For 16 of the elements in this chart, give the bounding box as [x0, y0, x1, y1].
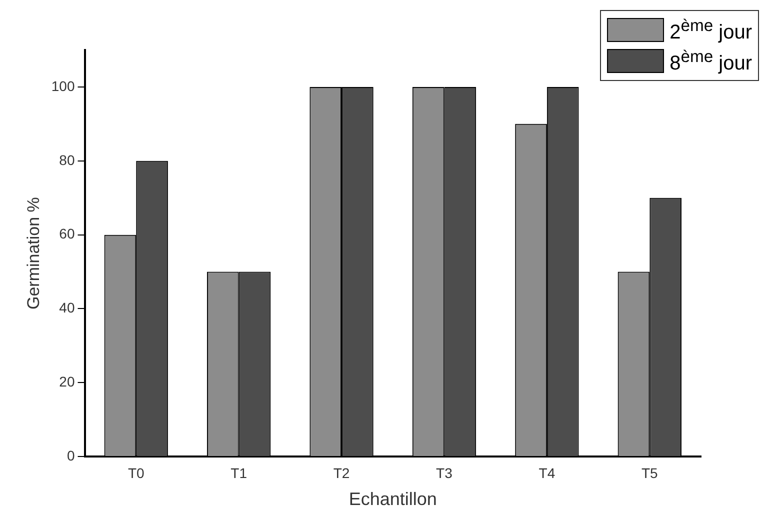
- legend-label: 2$^{ème}$ jour: [670, 16, 752, 45]
- y-tick-label: 100: [51, 78, 75, 94]
- x-tick-label: T1: [230, 464, 248, 481]
- y-tick-label: 60: [59, 226, 75, 242]
- y-axis-title: Germination %: [24, 197, 43, 310]
- x-tick-label: T3: [436, 464, 453, 481]
- x-tick-label: T2: [333, 464, 350, 481]
- x-tick-label: T4: [538, 464, 556, 481]
- x-axis-title: Echantillon: [348, 489, 437, 510]
- legend-label: 8$^{ème}$ jour: [670, 46, 752, 76]
- x-tick-label: T0: [128, 464, 144, 481]
- y-tick-label: 0: [66, 447, 75, 464]
- y-tick-label: 40: [59, 300, 75, 316]
- y-tick-label: 80: [59, 152, 75, 168]
- x-tick-label: T5: [641, 464, 658, 481]
- y-tick-label: 20: [59, 374, 75, 390]
